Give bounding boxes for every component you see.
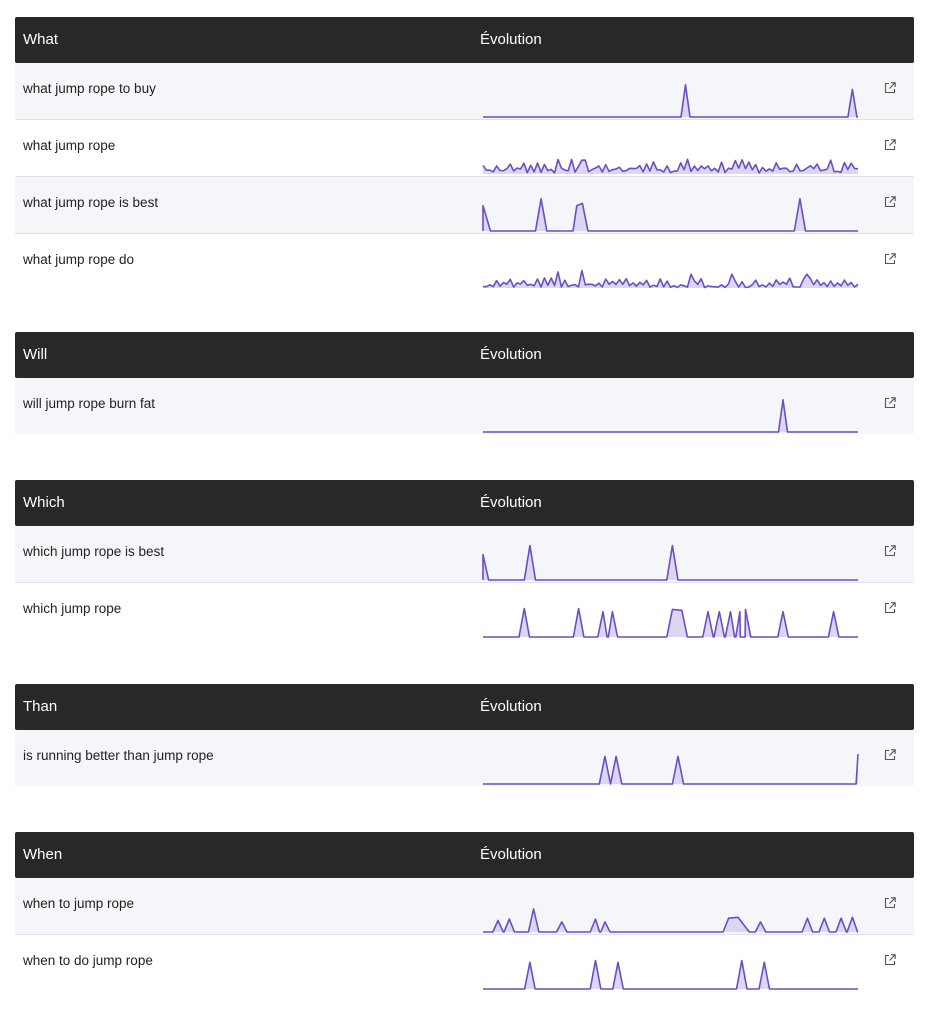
evolution-column-header: Évolution	[480, 494, 542, 511]
keyword-row: when to jump rope	[15, 878, 914, 935]
keyword-row: when to do jump rope	[15, 935, 914, 991]
trend-sparkline	[483, 607, 858, 638]
trend-sparkline	[483, 399, 858, 433]
trend-sparkline	[482, 198, 858, 232]
external-link-icon[interactable]	[883, 396, 899, 412]
keyword-row: what jump rope	[15, 120, 914, 177]
trend-line	[482, 158, 859, 174]
section-what: What Évolution what jump rope to buy what j…	[15, 17, 914, 290]
trend-area	[483, 909, 858, 932]
keyword-row: what jump rope is best	[15, 177, 914, 234]
trend-line	[483, 84, 858, 118]
section-header: What Évolution	[15, 17, 914, 63]
trend-line	[482, 544, 858, 581]
trend-area	[483, 270, 858, 288]
trend-sparkline	[482, 544, 858, 581]
trend-sparkline	[483, 84, 858, 118]
external-link-icon[interactable]	[883, 601, 899, 617]
evolution-column-header: Évolution	[480, 698, 542, 715]
keyword-label: when to do jump rope	[23, 953, 153, 968]
section-than: Than Évolution is running better than jump…	[15, 684, 914, 786]
section-header: Than Évolution	[15, 684, 914, 730]
section-title: Will	[23, 346, 48, 363]
keyword-label: what jump rope is best	[23, 195, 159, 210]
trend-line	[483, 399, 858, 433]
trend-area	[483, 84, 858, 117]
external-link-icon[interactable]	[883, 195, 899, 211]
trend-area	[483, 545, 858, 580]
trend-line	[483, 607, 858, 638]
keyword-label: which jump rope	[23, 601, 122, 616]
keyword-row: what jump rope do	[15, 234, 914, 290]
keyword-row: will jump rope burn fat	[15, 378, 914, 434]
keyword-label: what jump rope	[23, 138, 116, 153]
trend-sparkline	[483, 908, 859, 933]
external-link-icon[interactable]	[883, 252, 899, 268]
keyword-label: when to jump rope	[23, 896, 135, 911]
keyword-label: what jump rope to buy	[23, 81, 156, 96]
keyword-row: which jump rope is best	[15, 526, 914, 583]
section-title: When	[23, 846, 63, 863]
section-when: When Évolution when to jump rope when to do…	[15, 832, 914, 991]
section-title: Than	[23, 698, 58, 715]
section-which: Which Évolution which jump rope is best whi…	[15, 480, 914, 639]
evolution-column-header: Évolution	[480, 846, 542, 863]
trend-area	[483, 198, 858, 231]
section-header: When Évolution	[15, 832, 914, 878]
section-title: What	[23, 31, 59, 48]
external-link-icon[interactable]	[883, 953, 899, 969]
trend-sparkline	[482, 158, 859, 174]
external-link-icon[interactable]	[883, 81, 899, 97]
trend-sparkline	[483, 959, 858, 990]
trend-line	[483, 908, 859, 933]
trend-area	[483, 754, 858, 784]
trend-area	[483, 399, 858, 432]
trend-sparkline	[483, 754, 859, 785]
section-title: Which	[23, 494, 65, 511]
trend-line	[483, 959, 858, 990]
external-link-icon[interactable]	[883, 896, 899, 912]
section-header: Which Évolution	[15, 480, 914, 526]
keyword-label: is running better than jump rope	[23, 748, 214, 763]
section-will: Will Évolution will jump rope burn fat	[15, 332, 914, 434]
evolution-column-header: Évolution	[480, 346, 542, 363]
keyword-label: which jump rope is best	[23, 544, 165, 559]
keyword-row: is running better than jump rope	[15, 730, 914, 786]
evolution-column-header: Évolution	[480, 31, 542, 48]
trend-line	[482, 269, 859, 289]
external-link-icon[interactable]	[883, 748, 899, 764]
trend-line	[482, 198, 858, 232]
keyword-label: will jump rope burn fat	[23, 396, 156, 411]
external-link-icon[interactable]	[883, 138, 899, 154]
trend-sparkline	[482, 269, 859, 289]
external-link-icon[interactable]	[883, 544, 899, 560]
trend-area	[483, 960, 858, 989]
section-header: Will Évolution	[15, 332, 914, 378]
keyword-row: what jump rope to buy	[15, 63, 914, 120]
keyword-label: what jump rope do	[23, 252, 135, 267]
keyword-row: which jump rope	[15, 583, 914, 639]
trend-line	[483, 754, 859, 785]
